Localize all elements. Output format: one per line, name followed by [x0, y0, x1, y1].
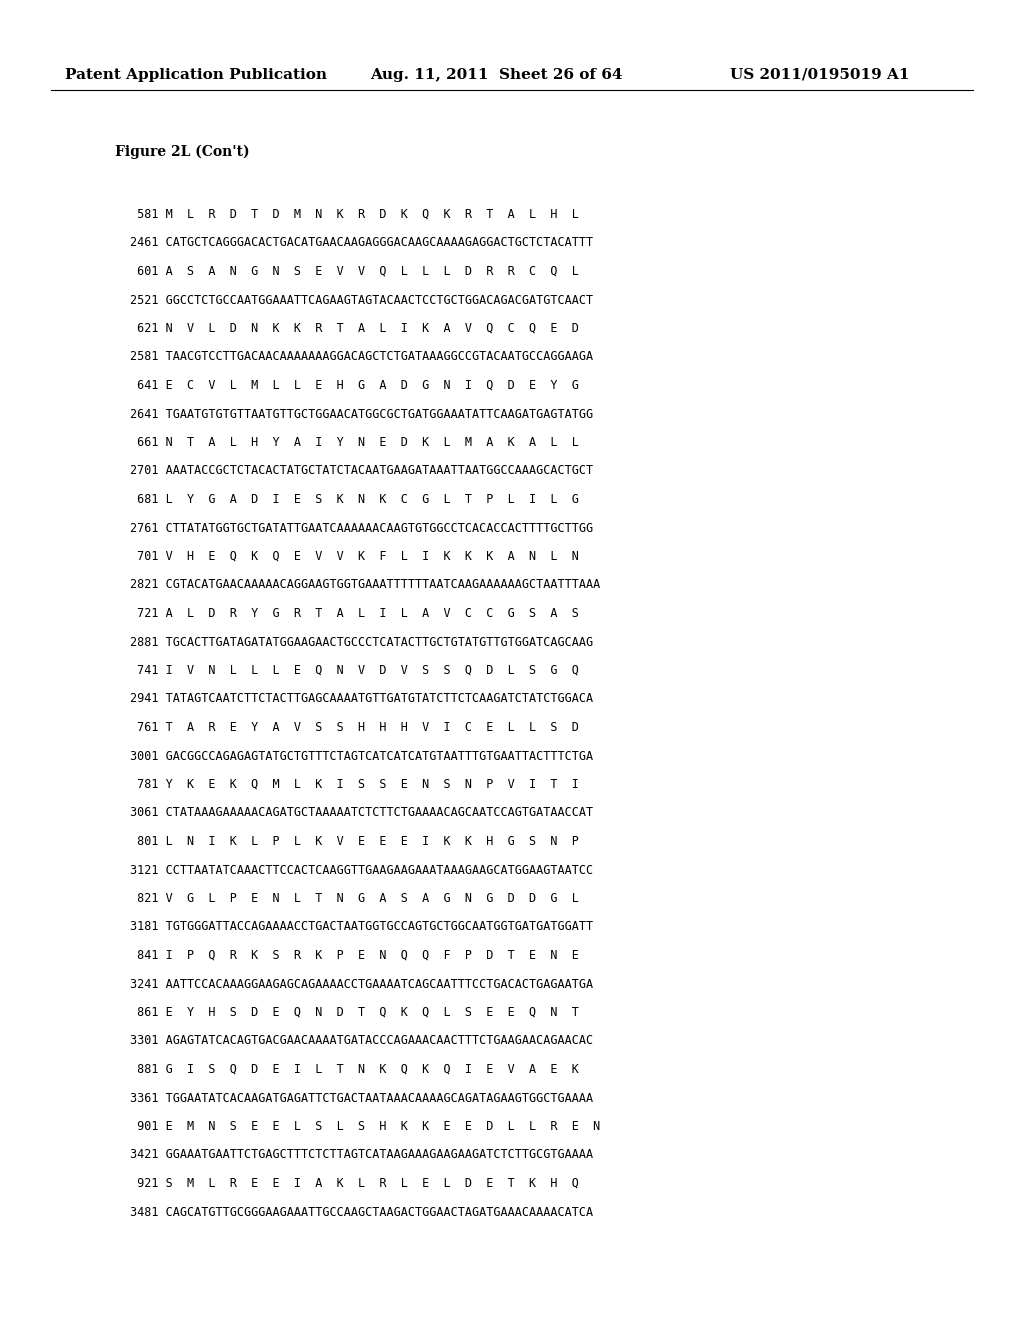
Text: 3361 TGGAATATCACAAGATGAGATTCTGACTAATAAACAAAAGCAGATAGAAGTGGCTGAAAA: 3361 TGGAATATCACAAGATGAGATTCTGACTAATAAAC…	[130, 1092, 593, 1105]
Text: 3061 CTATAAAGAAAAACAGATGCTAAAAATCTCTTCTGAAAACAGCAATCCAGTGATAACCAT: 3061 CTATAAAGAAAAACAGATGCTAAAAATCTCTTCTG…	[130, 807, 593, 820]
Text: 2581 TAACGTCCTTGACAACAAAAAAAGGACAGCTCTGATAAAGGCCGTACAATGCCAGGAAGA: 2581 TAACGTCCTTGACAACAAAAAAAGGACAGCTCTGA…	[130, 351, 593, 363]
Text: 581 M  L  R  D  T  D  M  N  K  R  D  K  Q  K  R  T  A  L  H  L: 581 M L R D T D M N K R D K Q K R T A L …	[130, 209, 579, 220]
Text: 2461 CATGCTCAGGGACACTGACATGAACAAGAGGGACAAGCAAAAGAGGACTGCTCTACATTT: 2461 CATGCTCAGGGACACTGACATGAACAAGAGGGACA…	[130, 236, 593, 249]
Text: 741 I  V  N  L  L  L  E  Q  N  V  D  V  S  S  Q  D  L  S  G  Q: 741 I V N L L L E Q N V D V S S Q D L S …	[130, 664, 579, 677]
Text: 3481 CAGCATGTTGCGGGAAGAAATTGCCAAGCTAAGACTGGAACTAGATGAAACAAAACATCA: 3481 CAGCATGTTGCGGGAAGAAATTGCCAAGCTAAGAC…	[130, 1205, 593, 1218]
Text: 2941 TATAGTCAATCTTCTACTTGAGCAAAATGTTGATGTATCTTCTCAAGATCTATCTGGACA: 2941 TATAGTCAATCTTCTACTTGAGCAAAATGTTGATG…	[130, 693, 593, 705]
Text: 2821 CGTACATGAACAAAAACAGGAAGTGGTGAAATTTTTTAATCAAGAAAAAAGCTAATTTAAA: 2821 CGTACATGAACAAAAACAGGAAGTGGTGAAATTTT…	[130, 578, 600, 591]
Text: 601 A  S  A  N  G  N  S  E  V  V  Q  L  L  L  D  R  R  C  Q  L: 601 A S A N G N S E V V Q L L L D R R C …	[130, 265, 579, 279]
Text: 821 V  G  L  P  E  N  L  T  N  G  A  S  A  G  N  G  D  D  G  L: 821 V G L P E N L T N G A S A G N G D D …	[130, 892, 579, 906]
Text: 661 N  T  A  L  H  Y  A  I  Y  N  E  D  K  L  M  A  K  A  L  L: 661 N T A L H Y A I Y N E D K L M A K A …	[130, 436, 579, 449]
Text: 781 Y  K  E  K  Q  M  L  K  I  S  S  E  N  S  N  P  V  I  T  I: 781 Y K E K Q M L K I S S E N S N P V I …	[130, 777, 579, 791]
Text: 3241 AATTCCACAAAGGAAGAGCAGAAAACCTGAAAATCAGCAATTTCCTGACACTGAGAATGA: 3241 AATTCCACAAAGGAAGAGCAGAAAACCTGAAAATC…	[130, 978, 593, 990]
Text: Patent Application Publication: Patent Application Publication	[65, 69, 327, 82]
Text: 721 A  L  D  R  Y  G  R  T  A  L  I  L  A  V  C  C  G  S  A  S: 721 A L D R Y G R T A L I L A V C C G S …	[130, 607, 579, 620]
Text: 701 V  H  E  Q  K  Q  E  V  V  K  F  L  I  K  K  K  A  N  L  N: 701 V H E Q K Q E V V K F L I K K K A N …	[130, 550, 579, 564]
Text: 2761 CTTATATGGTGCTGATATTGAATCAAAAAACAAGTGTGGCCTCACACCACTTTTGCTTGG: 2761 CTTATATGGTGCTGATATTGAATCAAAAAACAAGT…	[130, 521, 593, 535]
Text: US 2011/0195019 A1: US 2011/0195019 A1	[730, 69, 909, 82]
Text: 921 S  M  L  R  E  E  I  A  K  L  R  L  E  L  D  E  T  K  H  Q: 921 S M L R E E I A K L R L E L D E T K …	[130, 1177, 579, 1191]
Text: 2641 TGAATGTGTGTTAATGTTGCTGGAACATGGCGCTGATGGAAATATTCAAGATGAGTATGG: 2641 TGAATGTGTGTTAATGTTGCTGGAACATGGCGCTG…	[130, 408, 593, 421]
Text: 3181 TGTGGGATTACCAGAAAACCTGACTAATGGTGCCAGTGCTGGCAATGGTGATGATGGATT: 3181 TGTGGGATTACCAGAAAACCTGACTAATGGTGCCA…	[130, 920, 593, 933]
Text: 881 G  I  S  Q  D  E  I  L  T  N  K  Q  K  Q  I  E  V  A  E  K: 881 G I S Q D E I L T N K Q K Q I E V A …	[130, 1063, 579, 1076]
Text: 681 L  Y  G  A  D  I  E  S  K  N  K  C  G  L  T  P  L  I  L  G: 681 L Y G A D I E S K N K C G L T P L I …	[130, 492, 579, 506]
Text: 2701 AAATACCGCTCTACACTATGCTATCTACAATGAAGATAAATTAATGGCCAAAGCACTGCT: 2701 AAATACCGCTCTACACTATGCTATCTACAATGAAG…	[130, 465, 593, 478]
Text: 761 T  A  R  E  Y  A  V  S  S  H  H  H  V  I  C  E  L  L  S  D: 761 T A R E Y A V S S H H H V I C E L L …	[130, 721, 579, 734]
Text: 3001 GACGGCCAGAGAGTATGCTGTTTCTAGTCATCATCATGTAATTTGTGAATTACTTTCTGA: 3001 GACGGCCAGAGAGTATGCTGTTTCTAGTCATCATC…	[130, 750, 593, 763]
Text: 861 E  Y  H  S  D  E  Q  N  D  T  Q  K  Q  L  S  E  E  Q  N  T: 861 E Y H S D E Q N D T Q K Q L S E E Q …	[130, 1006, 579, 1019]
Text: 3121 CCTTAATATCAAACTTCCACTCAAGGTTGAAGAAGAAATAAAGAAGCATGGAAGTAATCC: 3121 CCTTAATATCAAACTTCCACTCAAGGTTGAAGAAG…	[130, 863, 593, 876]
Text: Figure 2L (Con't): Figure 2L (Con't)	[115, 145, 250, 160]
Text: 2881 TGCACTTGATAGATATGGAAGAACTGCCCTCATACTTGCTGTATGTTGTGGATCAGCAAG: 2881 TGCACTTGATAGATATGGAAGAACTGCCCTCATAC…	[130, 635, 593, 648]
Text: Aug. 11, 2011  Sheet 26 of 64: Aug. 11, 2011 Sheet 26 of 64	[370, 69, 623, 82]
Text: 801 L  N  I  K  L  P  L  K  V  E  E  E  I  K  K  H  G  S  N  P: 801 L N I K L P L K V E E E I K K H G S …	[130, 836, 579, 847]
Text: 3421 GGAAATGAATTCTGAGCTTTCTCTTAGTCATAAGAAAGAAGAAGATCTCTTGCGTGAAAA: 3421 GGAAATGAATTCTGAGCTTTCTCTTAGTCATAAGA…	[130, 1148, 593, 1162]
Text: 901 E  M  N  S  E  E  L  S  L  S  H  K  K  E  E  D  L  L  R  E  N: 901 E M N S E E L S L S H K K E E D L L …	[130, 1119, 600, 1133]
Text: 3301 AGAGTATCACAGTGACGAACAAAATGATACCCAGAAACAACTTTCTGAAGAACAGAACAC: 3301 AGAGTATCACAGTGACGAACAAAATGATACCCAGA…	[130, 1035, 593, 1048]
Text: 841 I  P  Q  R  K  S  R  K  P  E  N  Q  Q  F  P  D  T  E  N  E: 841 I P Q R K S R K P E N Q Q F P D T E …	[130, 949, 579, 962]
Text: 641 E  C  V  L  M  L  L  E  H  G  A  D  G  N  I  Q  D  E  Y  G: 641 E C V L M L L E H G A D G N I Q D E …	[130, 379, 579, 392]
Text: 621 N  V  L  D  N  K  K  R  T  A  L  I  K  A  V  Q  C  Q  E  D: 621 N V L D N K K R T A L I K A V Q C Q …	[130, 322, 579, 335]
Text: 2521 GGCCTCTGCCAATGGAAATTCAGAAGTAGTACAACTCCTGCTGGACAGACGATGTCAACT: 2521 GGCCTCTGCCAATGGAAATTCAGAAGTAGTACAAC…	[130, 293, 593, 306]
